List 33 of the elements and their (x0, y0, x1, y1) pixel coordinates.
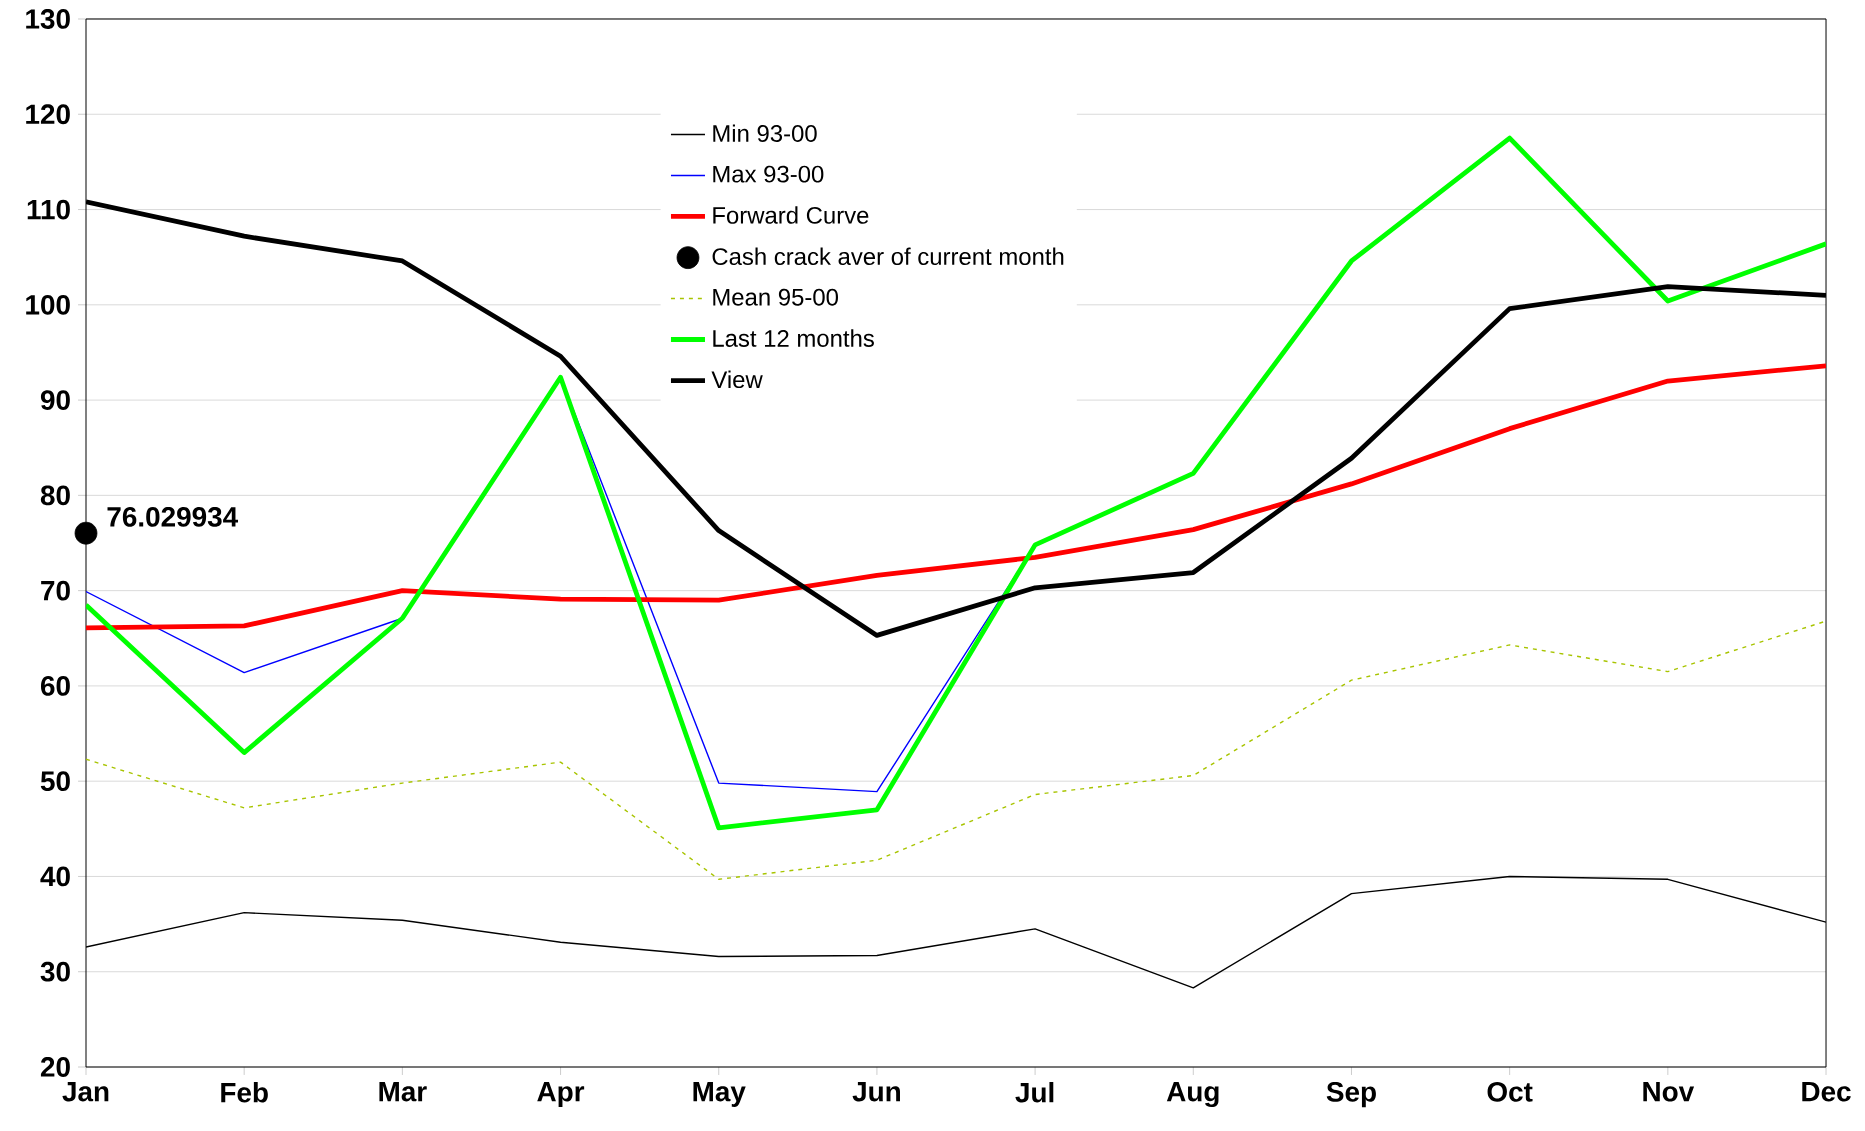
y-tick-label: 120 (26, 104, 70, 125)
x-tick-label: Jun (852, 1082, 900, 1102)
data-label: 76.029934 (107, 506, 239, 527)
line-series (86, 363, 1827, 631)
x-tick-label: Dec (1802, 1082, 1851, 1102)
y-tick-label: 20 (40, 1057, 70, 1077)
y-tick-label: 70 (41, 580, 70, 601)
y-tick-label: 130 (26, 9, 70, 29)
y-tick-label: 30 (40, 961, 70, 982)
x-tick-label: May (693, 1082, 746, 1107)
legend-label: View (711, 370, 763, 389)
legend-label: Cash crack aver of current month (712, 247, 1064, 266)
legend-label: Min 93-00 (713, 124, 817, 142)
x-tick-label: Sep (1326, 1081, 1376, 1108)
x-tick-label: Aug (1166, 1082, 1219, 1108)
x-tick-label: Mar (379, 1082, 427, 1102)
x-tick-label: Jul (1015, 1082, 1054, 1103)
y-tick-label: 40 (40, 866, 70, 887)
y-tick-label: 50 (40, 771, 70, 792)
y-tick-label: 110 (27, 199, 70, 220)
y-tick-label: 80 (40, 485, 70, 506)
y-tick-label: 90 (40, 390, 70, 410)
x-tick-label: Nov (1643, 1082, 1695, 1102)
x-tick-label: Apr (537, 1082, 585, 1107)
legend-label: Forward Curve (713, 206, 869, 224)
y-tick-label: 100 (26, 294, 70, 315)
x-tick-label: Oct (1487, 1081, 1533, 1102)
x-tick-label: Jan (62, 1082, 109, 1102)
legend-label: Last 12 months (713, 329, 874, 347)
x-tick-label: Feb (221, 1082, 268, 1103)
legend-label: Mean 95-00 (713, 288, 838, 306)
legend-label: Max 93-00 (713, 165, 824, 183)
y-tick-label: 60 (41, 676, 70, 696)
